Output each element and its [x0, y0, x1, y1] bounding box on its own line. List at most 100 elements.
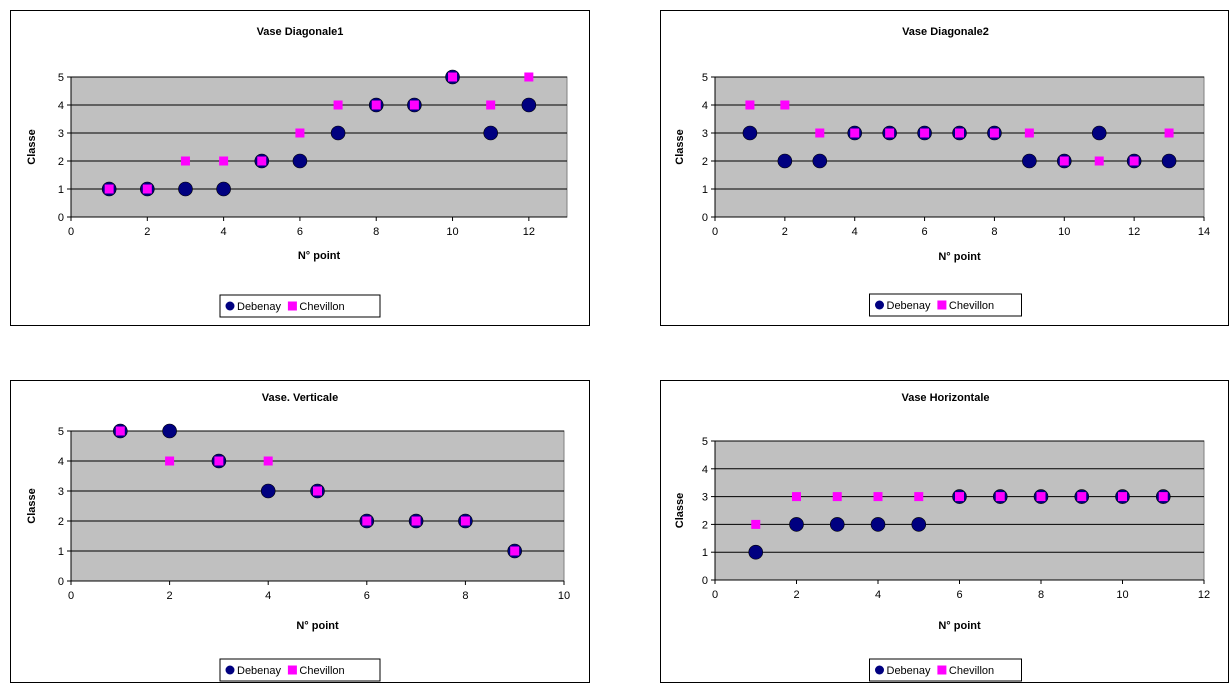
chart-title: Vase Diagonale1: [257, 26, 344, 38]
x-tick-label: 10: [1058, 226, 1070, 238]
x-tick-label: 2: [793, 589, 799, 601]
data-point-chevillon: [219, 156, 229, 166]
data-point-chevillon: [460, 516, 470, 526]
data-point-chevillon: [295, 128, 305, 138]
legend-label: Chevillon: [299, 665, 344, 677]
y-tick-label: 3: [702, 128, 708, 140]
legend-label: Debenay: [237, 301, 282, 313]
x-tick-label: 10: [558, 590, 570, 602]
x-tick-label: 4: [265, 590, 271, 602]
data-point-chevillon: [115, 426, 125, 436]
x-tick-label: 8: [462, 590, 468, 602]
x-tick-label: 0: [712, 226, 718, 238]
data-point-chevillon: [914, 492, 924, 502]
data-point-chevillon: [257, 156, 267, 166]
plot-area: [714, 440, 1205, 581]
data-point-chevillon: [955, 128, 964, 138]
data-point-chevillon: [873, 492, 883, 502]
data-point-chevillon: [832, 492, 842, 502]
x-tick-label: 0: [68, 590, 74, 602]
data-point-debenay: [483, 125, 498, 141]
data-point-chevillon: [524, 72, 534, 82]
data-point-chevillon: [885, 128, 895, 138]
y-tick-label: 5: [702, 436, 708, 448]
x-axis-label: N° point: [938, 620, 981, 632]
x-tick-label: 2: [782, 226, 788, 238]
chart-vase-diagonale1: Vase Diagonale1 0 1 2 3 4 5 0 2 4 6 8 10 12 N° point Cl…: [10, 10, 590, 326]
data-point-debenay: [521, 97, 537, 113]
data-point-debenay: [789, 517, 804, 532]
data-point-chevillon: [371, 100, 381, 110]
chart-vase-diagonale2: Vase Diagonale2 0 1 2 3 4 5 0 2 4 6 8 10 12 14 N° point…: [660, 10, 1229, 326]
x-tick-label: 4: [852, 226, 858, 238]
data-point-chevillon: [362, 516, 372, 526]
y-tick-label: 1: [58, 184, 64, 196]
data-point-chevillon: [1036, 492, 1046, 502]
data-point-debenay: [216, 181, 231, 197]
x-tick-label: 8: [373, 226, 379, 238]
legend-label: Debenay: [237, 665, 282, 677]
data-point-chevillon: [180, 156, 190, 166]
data-point-chevillon: [333, 100, 343, 110]
data-point-debenay: [829, 517, 845, 532]
y-tick-label: 0: [702, 212, 708, 224]
plot-area: [70, 76, 568, 218]
chart-svg: Vase. Verticale 0 1 2 3 4 5 0 2 4 6 8 10 N° point Clas…: [26, 392, 570, 682]
data-point-chevillon: [815, 128, 825, 138]
legend-marker-debenay: [875, 300, 884, 310]
legend-box: [219, 658, 381, 682]
legend-marker-chevillon: [937, 665, 947, 675]
x-tick-label: 6: [956, 589, 962, 601]
y-tick-label: 3: [58, 128, 64, 140]
y-axis-label: Classe: [26, 488, 38, 523]
legend-marker-chevillon: [287, 301, 297, 311]
data-point-chevillon: [751, 519, 761, 529]
data-point-chevillon: [1118, 492, 1127, 502]
y-tick-label: 4: [702, 464, 708, 476]
legend-box: [219, 294, 381, 318]
x-tick-label: 10: [446, 226, 458, 238]
data-point-debenay: [742, 125, 758, 141]
y-tick-label: 5: [58, 426, 64, 438]
x-tick-label: 0: [712, 589, 718, 601]
data-point-debenay: [870, 517, 886, 532]
y-axis-label: Classe: [674, 129, 686, 164]
data-point-chevillon: [955, 492, 964, 502]
legend-marker-debenay: [225, 665, 235, 675]
y-tick-label: 4: [58, 456, 64, 468]
y-tick-label: 0: [702, 575, 708, 587]
data-point-debenay: [1091, 125, 1107, 141]
y-tick-label: 1: [702, 547, 708, 559]
data-point-chevillon: [104, 184, 114, 194]
y-tick-label: 0: [58, 212, 64, 224]
data-point-chevillon: [411, 516, 421, 526]
data-point-chevillon: [995, 492, 1005, 502]
x-tick-label: 4: [221, 226, 227, 238]
x-tick-label: 0: [68, 226, 74, 238]
data-point-chevillon: [263, 456, 273, 466]
chart-vase-horizontale: Vase Horizontale 0 1 2 3 4 5 0 2 4 6 8 10 12 N° point C…: [660, 380, 1229, 683]
data-point-debenay: [748, 544, 764, 560]
y-tick-label: 5: [702, 72, 708, 84]
y-axis-label: Classe: [26, 129, 38, 164]
data-point-chevillon: [486, 100, 496, 110]
legend-label: Chevillon: [949, 665, 994, 677]
x-tick-label: 12: [1198, 589, 1210, 601]
x-tick-label: 8: [991, 226, 997, 238]
data-point-chevillon: [1077, 492, 1087, 502]
x-axis-label: N° point: [298, 250, 341, 262]
legend-label: Debenay: [887, 665, 932, 677]
chart-title: Vase Diagonale2: [902, 26, 989, 38]
data-point-chevillon: [409, 100, 419, 110]
data-point-debenay: [911, 517, 927, 532]
y-tick-label: 4: [702, 100, 708, 112]
data-point-chevillon: [920, 128, 930, 138]
data-point-chevillon: [142, 184, 152, 194]
x-tick-label: 6: [364, 590, 370, 602]
x-tick-label: 6: [922, 226, 928, 238]
x-tick-label: 4: [875, 589, 881, 601]
y-axis-label: Classe: [674, 493, 686, 528]
data-point-debenay: [330, 125, 346, 141]
